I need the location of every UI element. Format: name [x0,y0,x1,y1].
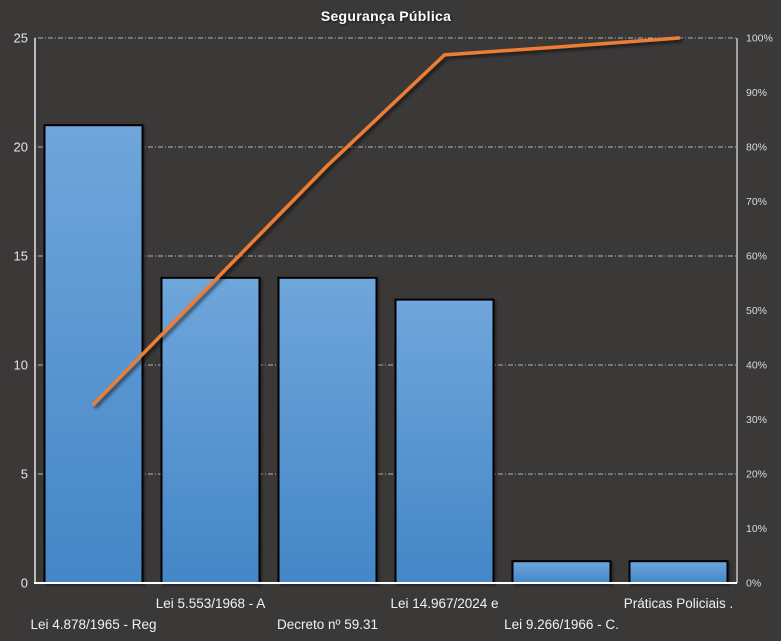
right-axis-tick-label: 100% [746,33,773,45]
right-axis-tick-label: 30% [746,414,767,426]
bar-5 [511,560,612,585]
bar-4 [394,298,495,584]
left-axis-tick-label: 20 [14,140,28,155]
bar-3 [277,276,378,584]
bar-2 [160,276,261,584]
bar-1 [43,124,144,584]
left-axis-tick-label: 5 [21,467,28,482]
x-axis-category-label: Decreto nº 59.31 [277,617,378,632]
left-axis-tick-label: 0 [21,576,28,591]
x-axis-category-label: Lei 5.553/1968 - A [156,596,266,611]
left-axis-tick-label: 10 [14,358,28,373]
chart-title: Segurança Pública [320,8,452,24]
right-axis-tick-label: 50% [746,305,767,317]
bar-6 [628,560,729,585]
right-axis-tick-label: 40% [746,360,767,372]
right-axis-tick-label: 0% [746,578,761,590]
x-axis-category-label: Lei 14.967/2024 e [390,596,498,611]
x-axis-category-label: Práticas Policiais . [624,596,734,611]
right-axis-tick-label: 10% [746,523,767,535]
right-axis-tick-label: 60% [746,251,767,263]
x-axis-category-label: Lei 9.266/1966 - C. [504,617,619,632]
right-axis-tick-label: 90% [746,87,767,99]
right-axis-tick-label: 80% [746,142,767,154]
x-axis-category-label: Lei 4.878/1965 - Reg [30,617,156,632]
right-axis-tick-label: 70% [746,196,767,208]
right-axis-tick-label: 20% [746,469,767,481]
left-axis-tick-label: 15 [14,249,28,264]
cumulative-line [91,36,681,406]
left-axis-tick-label: 25 [14,31,28,46]
